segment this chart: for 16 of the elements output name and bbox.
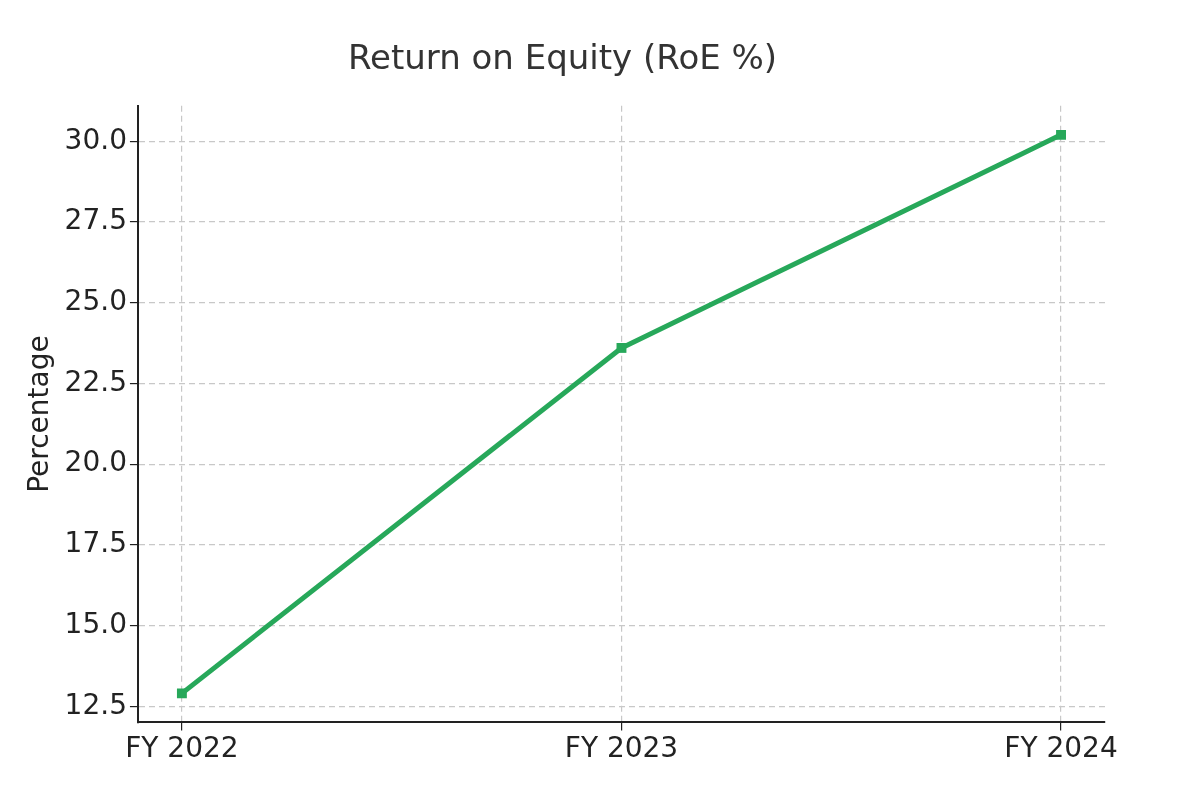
y-tick-label: 25.0 bbox=[64, 284, 127, 318]
x-tick-label: FY 2024 bbox=[1004, 731, 1118, 765]
point bbox=[616, 342, 627, 353]
chart-title: Return on Equity (RoE %) bbox=[347, 37, 778, 78]
y-tick-label: 17.5 bbox=[64, 526, 127, 560]
y-tick-label: 12.5 bbox=[64, 687, 127, 721]
point bbox=[176, 688, 187, 699]
x-tick-label: FY 2023 bbox=[564, 731, 679, 765]
y-tick-label: 27.5 bbox=[64, 203, 127, 237]
x-tick-label: FY 2022 bbox=[125, 731, 239, 765]
y-tick-label: 15.0 bbox=[64, 606, 127, 640]
y-tick-label: 20.0 bbox=[64, 445, 127, 479]
y-axis-title: Percentage bbox=[22, 335, 56, 493]
y-tick-label: 22.5 bbox=[64, 364, 127, 398]
y-tick-label: 30.0 bbox=[64, 122, 127, 156]
point bbox=[1056, 129, 1066, 140]
